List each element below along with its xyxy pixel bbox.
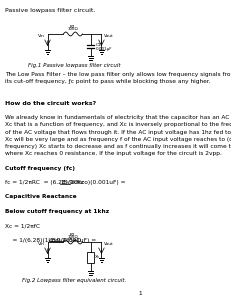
Text: Fig.2 Lowpass filter equivalent circuit.: Fig.2 Lowpass filter equivalent circuit. [22,278,126,283]
Text: fc = 1/2πRC  = (6.28)(10kco)(0.001uF) =: fc = 1/2πRC = (6.28)(10kco)(0.001uF) = [5,180,128,185]
Text: where Xc reaches 0 resistance. If the input voltage for the circuit is 2vpp.: where Xc reaches 0 resistance. If the in… [5,151,222,156]
Text: Xc will be very large and as frequency f of the AC input voltage reaches to (cut: Xc will be very large and as frequency f… [5,137,231,142]
Text: Vin: Vin [37,34,44,38]
Text: Xc = 1/2πfC: Xc = 1/2πfC [5,223,40,228]
Text: 0.001μF: 0.001μF [96,47,112,51]
Text: Xc: Xc [95,255,100,259]
Text: C1: C1 [96,43,101,47]
Text: 10kΩ: 10kΩ [67,27,78,31]
Text: Vout: Vout [104,34,114,38]
Text: Fig.1 Passive lowpass filter circuit: Fig.1 Passive lowpass filter circuit [28,63,120,68]
Text: Vin: Vin [37,242,44,246]
Text: = 1/(6.28)(1khz)(0.001uF) =: = 1/(6.28)(1khz)(0.001uF) = [5,238,98,243]
Text: We already know in fundamentals of electricity that the capacitor has an AC resi: We already know in fundamentals of elect… [5,115,231,120]
Text: Cutoff frequency (fc): Cutoff frequency (fc) [5,166,75,171]
Bar [88,252,94,263]
Text: of the AC voltage that flows through it. If the AC input voltage has 1hz fed to : of the AC voltage that flows through it.… [5,130,231,135]
Text: Passive lowpass filter circuit.: Passive lowpass filter circuit. [5,8,95,13]
Text: R1: R1 [70,232,76,236]
Text: Below cutoff frequency at 1khz: Below cutoff frequency at 1khz [5,209,109,214]
Text: its cut-off frequency, ƒc point to pass while blocking those any higher.: its cut-off frequency, ƒc point to pass … [5,79,211,84]
Text: How do the circuit works?: How do the circuit works? [5,101,96,106]
Text: 15.9kHz: 15.9kHz [61,180,85,185]
Text: The Low Pass Filter – the low pass filter only allows low frequency signals from: The Low Pass Filter – the low pass filte… [5,72,231,77]
Text: Capacitive Reactance: Capacitive Reactance [5,194,77,200]
Text: R1: R1 [70,25,76,28]
Text: frequency) Xc starts to decrease and as f continually increases it will come to : frequency) Xc starts to decrease and as … [5,144,231,149]
Text: Xc that is a function of frequency, and Xc is inversely proportional to the freq: Xc that is a function of frequency, and … [5,122,231,128]
Text: 159.235kΩ: 159.235kΩ [49,238,82,243]
Text: 1: 1 [138,291,142,296]
Text: Vout: Vout [104,242,114,246]
Text: 10kΩ: 10kΩ [67,235,78,239]
